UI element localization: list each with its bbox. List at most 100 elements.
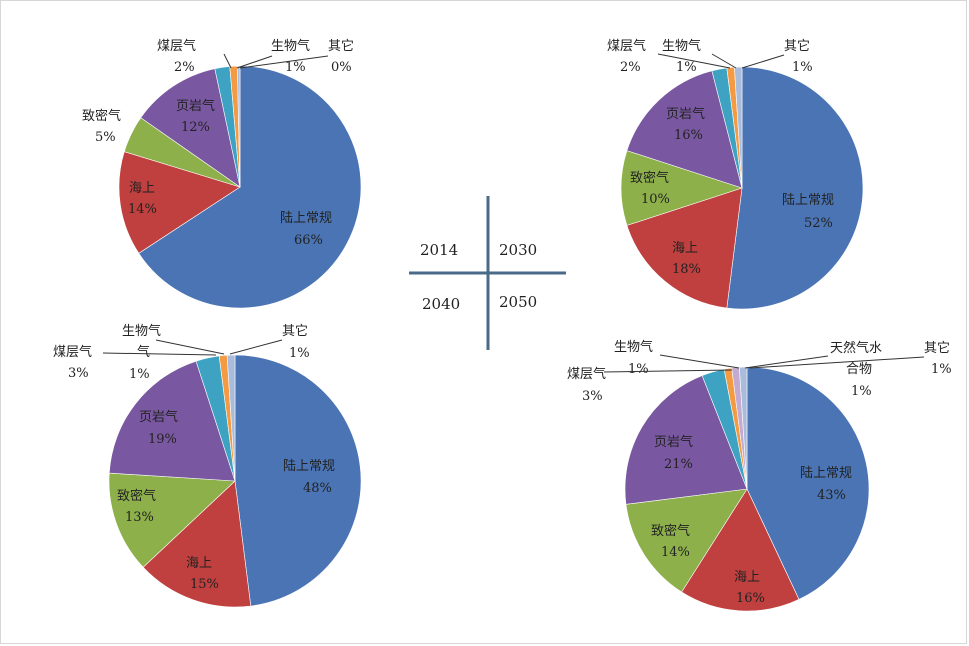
label-percent: 1% [129, 367, 150, 382]
label-percent: 2% [620, 60, 641, 75]
label-name: 致密气 [630, 170, 669, 186]
leader-line [741, 54, 785, 69]
year-label-2040: 2040 [422, 295, 460, 313]
label-name: 海上 [734, 570, 760, 585]
leader-line [603, 369, 733, 373]
pie-slice-致密气 [620, 150, 743, 226]
label-name: 海上 [672, 241, 698, 256]
leader-line [236, 55, 273, 69]
label-name: 陆上常规 [782, 192, 834, 208]
label-name: 陆上常规 [283, 458, 335, 474]
pie-slice-陆上常规 [746, 366, 870, 600]
year-cross: 2014 2030 2040 2050 [409, 196, 566, 350]
year-label-2014: 2014 [420, 241, 458, 259]
label-percent: 2% [174, 60, 195, 75]
year-label-2050: 2050 [499, 293, 537, 311]
label-percent: 1% [676, 60, 697, 75]
label-percent: 1% [628, 362, 649, 377]
pie-slice-海上 [118, 151, 241, 254]
label-name: 陆上常规 [800, 465, 852, 481]
label-name: 致密气 [651, 523, 690, 539]
pie-slice-其它 [739, 366, 748, 490]
label-percent: 5% [95, 130, 116, 145]
label-percent: 12% [181, 120, 210, 135]
label-name: 页岩气 [666, 106, 705, 122]
label-name: 致密气 [82, 108, 121, 124]
pie-2050-labels: 陆上常规 43% 海上 16% 致密气 14% 页岩气 21% 煤层气 3% 生… [567, 339, 952, 606]
pie-slice-页岩气 [626, 70, 743, 189]
label-name: 生物气 [614, 339, 653, 355]
label-name: 煤层气 [567, 366, 606, 382]
label-percent: 18% [672, 262, 701, 277]
label-name: 海上 [186, 556, 212, 571]
pie-slice-陆上常规 [726, 66, 864, 310]
label-percent: 15% [190, 577, 219, 592]
label-name-part2: 合物 [846, 362, 872, 377]
pie-slice-海上 [142, 480, 252, 608]
label-percent: 66% [294, 233, 323, 248]
label-percent: 1% [931, 362, 952, 377]
pie-slice-页岩气 [108, 360, 236, 482]
pie-2030 [620, 66, 864, 310]
label-name: 煤层气 [607, 38, 646, 54]
leader-line [155, 339, 225, 355]
label-name: 其它 [282, 323, 308, 339]
leader-line [239, 55, 329, 69]
leader-line [102, 352, 217, 356]
label-percent: 16% [736, 591, 765, 606]
label-percent: 48% [303, 481, 332, 496]
label-percent: 3% [68, 366, 89, 381]
pie-slice-其它 [237, 65, 241, 188]
label-percent: 0% [331, 60, 352, 75]
label-percent: 14% [128, 202, 157, 217]
label-name: 页岩气 [176, 98, 215, 114]
label-name: 页岩气 [654, 434, 693, 450]
pie-2030-labels: 陆上常规 52% 海上 18% 致密气 10% 页岩气 16% 煤层气 2% 生… [607, 38, 834, 277]
label-percent: 16% [674, 128, 703, 143]
pie-slice-致密气 [625, 488, 748, 593]
year-label-2030: 2030 [499, 241, 537, 259]
pie-slice-页岩气 [624, 375, 748, 505]
label-name: 其它 [328, 38, 354, 54]
label-percent: 1% [792, 60, 813, 75]
label-name: 陆上常规 [280, 210, 332, 226]
leader-line [744, 355, 829, 369]
label-name: 致密气 [117, 488, 156, 504]
label-percent: 3% [582, 389, 603, 404]
pie-slice-海上 [681, 488, 800, 612]
leader-line [659, 354, 740, 369]
label-name: 其它 [924, 340, 950, 356]
pie-2040-labels: 陆上常规 48% 海上 15% 致密气 13% 页岩气 19% 煤层气 3% 生… [53, 323, 335, 592]
leader-line [657, 53, 731, 69]
pie-slice-其它 [226, 354, 236, 482]
label-name: 生物气 [662, 38, 701, 54]
label-percent: 1% [285, 60, 306, 75]
label-name: 生物气 [271, 38, 310, 54]
label-name: 其它 [784, 38, 810, 54]
label-percent: 43% [817, 488, 846, 503]
label-percent: 10% [641, 192, 670, 207]
pie-slice-陆上常规 [138, 65, 362, 309]
label-percent: 1% [851, 384, 872, 399]
label-name: 煤层气 [157, 38, 196, 54]
label-percent: 21% [664, 457, 693, 472]
label-percent: 1% [289, 346, 310, 361]
pie-2040 [108, 354, 362, 608]
label-name: 海上 [129, 181, 155, 196]
label-percent: 13% [125, 510, 154, 525]
label-percent: 52% [804, 216, 833, 231]
pie-2014-labels: 陆上常规 66% 海上 14% 致密气 5% 页岩气 12% 煤层气 2% 生物… [82, 38, 354, 248]
label-name-wrap: 气 [137, 344, 150, 360]
leader-line [223, 53, 232, 69]
pie-2050 [624, 366, 870, 612]
pie-2014 [118, 65, 362, 309]
pie-slice-致密气 [108, 472, 236, 568]
label-name: 煤层气 [53, 344, 92, 360]
leader-line [749, 356, 925, 369]
pie-slice-海上 [626, 187, 743, 309]
pie-slice-页岩气 [140, 68, 241, 188]
leader-line [229, 339, 283, 355]
leader-line [711, 53, 737, 69]
label-name: 页岩气 [139, 409, 178, 425]
